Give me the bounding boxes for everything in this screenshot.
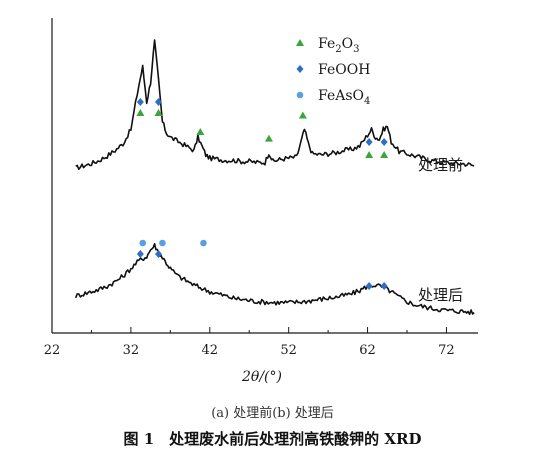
peak-marker-feooh	[136, 250, 144, 258]
peak-marker-fe2o3	[380, 151, 389, 158]
xrd-curve-before	[75, 39, 475, 170]
x-tick-label-42: 42	[202, 343, 219, 358]
x-tick-label-32: 32	[123, 343, 140, 358]
peak-marker-fe2o3	[196, 128, 205, 135]
legend-label-feaso4: FeAsO4	[318, 88, 370, 107]
peak-marker-feooh	[365, 138, 373, 146]
peak-marker-fe2o3	[298, 111, 307, 119]
peak-marker-feooh	[155, 250, 162, 258]
peak-marker-feooh	[380, 138, 388, 146]
legend-label-feooh: FeOOH	[318, 62, 370, 78]
x-tick-label-62: 62	[359, 343, 376, 358]
peak-marker-feooh	[155, 98, 162, 106]
peak-marker-feaso4	[139, 239, 147, 247]
figure-caption: 图 1 处理废水前后处理剂高铁酸钾的 XRD	[123, 430, 422, 448]
peak-marker-feooh	[136, 98, 144, 106]
x-tick-label-72: 72	[438, 343, 455, 358]
legend-marker-fe2o3	[296, 39, 304, 46]
xrd-curve-after	[74, 243, 475, 316]
x-axis-label: 2θ/(°)	[241, 369, 282, 385]
peak-marker-fe2o3	[136, 109, 145, 116]
peak-marker-fe2o3	[264, 134, 273, 142]
x-tick-label-52: 52	[280, 343, 297, 358]
series-label-after: 处理后	[418, 286, 463, 304]
series-label-before: 处理前	[418, 156, 463, 174]
peak-marker-feaso4	[159, 239, 166, 247]
peak-marker-feooh	[365, 282, 373, 290]
legend-marker-feaso4	[296, 91, 304, 99]
peak-marker-feooh	[380, 282, 388, 290]
figure-subcaption: (a) 处理前(b) 处理后	[211, 406, 334, 421]
legend-label-fe2o3: Fe2O3	[318, 36, 359, 55]
peak-marker-fe2o3	[154, 109, 163, 116]
legend-marker-feooh	[296, 65, 304, 73]
x-tick-label-22: 22	[44, 343, 61, 358]
peak-marker-fe2o3	[365, 151, 374, 158]
peak-marker-feaso4	[200, 239, 207, 247]
